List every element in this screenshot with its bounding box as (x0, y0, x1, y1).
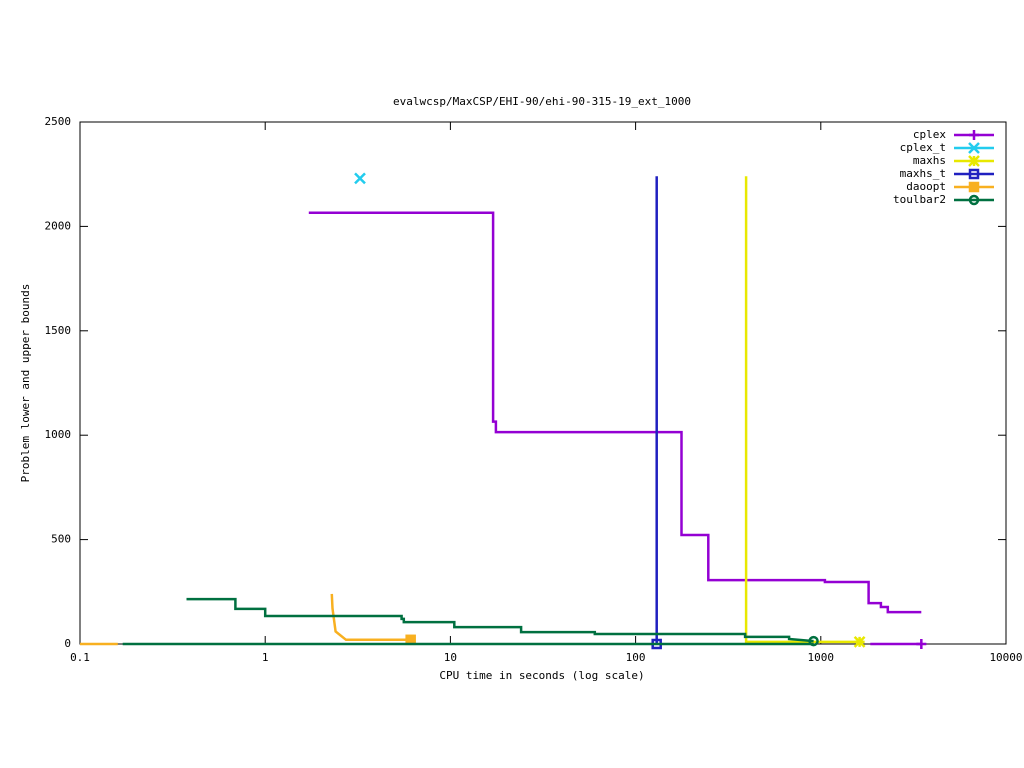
chart-title: evalwcsp/MaxCSP/EHI-90/ehi-90-315-19_ext… (393, 95, 691, 108)
marker-shape (808, 635, 819, 647)
y-axis-label: Problem lower and upper bounds (19, 284, 32, 483)
x-tick-label: 10 (444, 651, 457, 664)
series-line (80, 593, 411, 646)
marker-shape (853, 636, 866, 648)
marker-shape (968, 194, 980, 206)
legend-label: cplex (913, 128, 946, 141)
legend-label: maxhs (913, 154, 946, 167)
y-tick-label: 1000 (45, 428, 72, 441)
legend-marker (968, 155, 980, 167)
marker-shape (968, 168, 980, 180)
y-tick-label: 2500 (45, 115, 72, 128)
y-tick-label: 1500 (45, 324, 72, 337)
y-tick-label: 0 (64, 637, 71, 650)
marker-shape (916, 639, 927, 649)
x-tick-label: 100 (626, 651, 646, 664)
marker-shape (968, 142, 980, 154)
point-marker (808, 635, 819, 647)
legend-label: cplex_t (900, 141, 946, 154)
legend-label: daoopt (906, 180, 946, 193)
point-marker (916, 639, 927, 649)
point-marker (853, 636, 866, 648)
legend-marker (968, 181, 980, 193)
y-tick-label: 500 (51, 533, 71, 546)
legend-label: toulbar2 (893, 193, 946, 206)
series-line (308, 211, 922, 646)
point-marker (354, 172, 366, 185)
x-tick-label: 10000 (989, 651, 1022, 664)
series-line (744, 176, 860, 644)
legend-marker (968, 168, 980, 180)
legend-marker (968, 142, 980, 154)
marker-shape (354, 172, 366, 185)
x-tick-label: 1000 (808, 651, 835, 664)
x-axis-label: CPU time in seconds (log scale) (439, 669, 644, 682)
y-tick-label: 2000 (45, 219, 72, 232)
x-tick-label: 0.1 (70, 651, 90, 664)
legend-label: maxhs_t (900, 167, 946, 180)
marker-shape (968, 155, 980, 167)
legend-marker (969, 130, 979, 140)
marker-shape (968, 181, 980, 193)
legend-marker (968, 194, 980, 206)
x-tick-label: 1 (262, 651, 269, 664)
marker-shape (969, 130, 979, 140)
series-line (122, 597, 814, 646)
